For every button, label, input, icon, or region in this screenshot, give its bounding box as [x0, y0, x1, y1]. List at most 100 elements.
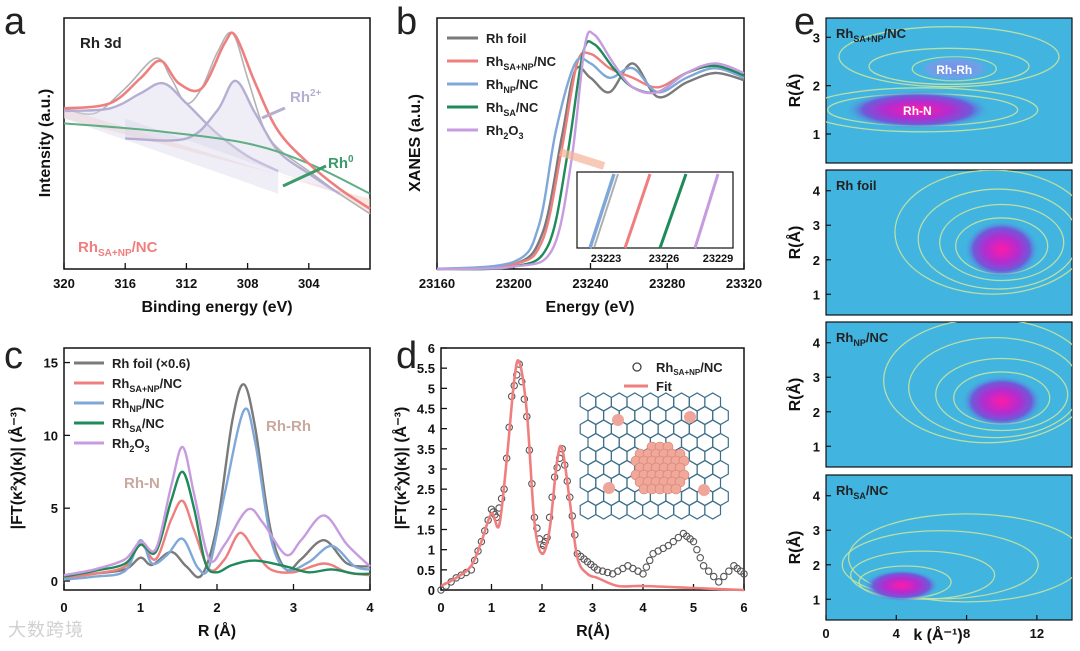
- x-tick-label-c: 1: [137, 600, 144, 615]
- data-point-d: [642, 563, 651, 571]
- data-point-d: [740, 570, 748, 578]
- x-tick-label-e: 4: [893, 626, 901, 641]
- legend-d-marker-data: [632, 362, 642, 372]
- y-tick-label-e: 3: [813, 370, 820, 385]
- x-tick-label-b: 23200: [496, 276, 532, 291]
- x-tick-label-a: 308: [237, 276, 259, 291]
- series-line-b: [436, 56, 745, 271]
- y-tick-label-d: 3: [428, 462, 435, 477]
- graphene-hex: [626, 500, 644, 520]
- contour-peak: [961, 375, 1042, 428]
- map-title: RhNP/NC: [836, 330, 889, 348]
- y-tick-label-d: 1.5: [417, 523, 435, 538]
- inset-line-green: [658, 173, 688, 249]
- x-label-e: k (Å⁻¹): [913, 625, 962, 644]
- data-point-d: [669, 537, 678, 546]
- inset-frame: [576, 171, 734, 249]
- x-label-a: Binding energy (eV): [141, 299, 292, 316]
- y-label-e: R(Å): [785, 378, 804, 412]
- watermark: 大数跨境: [8, 620, 84, 640]
- contour-line: [894, 170, 1072, 295]
- data-point-d: [512, 371, 521, 379]
- y-tick-label-e: 1: [813, 287, 820, 302]
- series-line-c: [63, 445, 371, 577]
- annotation-rh-rh: Rh-Rh: [266, 418, 311, 435]
- x-label-c: R (Å): [198, 621, 236, 640]
- legend-b-entry: Rh2O3: [486, 123, 524, 141]
- map-frame: [825, 474, 1073, 621]
- annotation-rh0-main: Rh: [328, 155, 348, 172]
- inset-tick-1: 23223: [591, 253, 622, 265]
- series-line-a: [63, 31, 371, 215]
- panel-a: a 320 316 312 308 304 Binding energy (eV) In…: [4, 1, 371, 316]
- single-atom: [612, 414, 624, 426]
- y-tick-label-d: 0.5: [417, 563, 435, 578]
- x-tick-label-a: 304: [298, 276, 320, 291]
- contour-peak: [916, 55, 992, 82]
- legend-b-entry: RhSA/NC: [486, 100, 539, 118]
- wavelet-map: 1 2 3 4 R(Å) RhNP/NC: [785, 321, 1073, 468]
- y-tick-label-e: 3: [813, 523, 820, 538]
- legend-c-entry: Rh2O3: [112, 436, 150, 454]
- panel-letter-c: c: [4, 335, 23, 377]
- inset-line-red: [623, 173, 652, 249]
- x-tick-label-b: 23160: [419, 276, 455, 291]
- background-fill-a: [64, 108, 370, 214]
- inset-tick-2: 23226: [649, 253, 680, 265]
- series-line-c: [63, 407, 371, 581]
- peak-fill-a: [64, 83, 279, 194]
- x-tick-label-b: 23240: [572, 276, 608, 291]
- data-point-d: [533, 524, 541, 532]
- panel-c: c 0 1 2 3 4 0 5 10 15 R (Å) |FT(κ²χ)(κ)| (Å⁻³) R…: [4, 335, 374, 640]
- y-tick-label-e: 4: [813, 489, 821, 504]
- data-point-d: [593, 566, 602, 574]
- y-tick-label-d: 5: [428, 381, 435, 396]
- y-tick-label-e: 1: [813, 127, 820, 142]
- axis-ticks-c: 0 1 2 3 4 0 5 10 15: [44, 356, 375, 615]
- x-tick-label-d: 1: [488, 600, 495, 615]
- cluster-atom: [670, 483, 682, 495]
- panel-letter-b: b: [396, 1, 417, 43]
- data-point-d: [674, 533, 683, 542]
- graphene-hex: [641, 500, 659, 520]
- inset-line-blue: [588, 173, 616, 249]
- data-point-d: [704, 567, 713, 575]
- y-label-a: Intensity (a.u.): [37, 89, 54, 197]
- data-point-d: [664, 541, 672, 550]
- contour-line: [868, 47, 1030, 85]
- y-tick-label-d: 2.5: [417, 482, 435, 497]
- y-label-d: |FT(κ²χ)(κ)| (Å⁻³): [391, 407, 410, 530]
- fit-line-d: [440, 359, 745, 592]
- plot-frame-d: [440, 347, 745, 591]
- y-tick-label-c: 5: [51, 501, 58, 516]
- x-tick-label-a: 320: [53, 276, 75, 291]
- contour-line: [939, 203, 1065, 282]
- legend-c: Rh foil (×0.6) RhSA+NP/NC RhNP/NC RhSA/NC Rh…: [74, 356, 190, 454]
- x-ticks-e: 0 4 8 12: [822, 626, 1044, 641]
- series-line-b: [436, 62, 745, 271]
- legend-d-data-main: Rh: [656, 360, 673, 375]
- y-label-c: |FT(κ²χ)(κ)| (Å⁻³): [7, 407, 26, 530]
- contour-line: [883, 322, 1072, 444]
- data-point-d: [639, 570, 647, 578]
- legend-b-entry: RhNP/NC: [486, 77, 539, 95]
- sample-label-a-sub: SA+NP: [98, 248, 132, 259]
- y-tick-label-d: 1: [428, 543, 435, 558]
- annotation-rh0-sup: 0: [348, 154, 354, 165]
- contour-peak: [844, 90, 990, 130]
- data-point-d: [693, 545, 701, 554]
- graphene-hex: [579, 500, 597, 520]
- plot-frame-c: [63, 347, 371, 591]
- x-tick-label-b: 23280: [649, 276, 685, 291]
- data-point-d: [689, 537, 698, 546]
- sample-label-a: RhSA+NP/NC: [78, 239, 158, 259]
- legend-c-entry: RhSA/NC: [112, 416, 165, 434]
- series-line-c: [63, 383, 371, 580]
- data-point-d: [720, 572, 728, 581]
- x-tick-label-e: 8: [963, 626, 970, 641]
- plot-area-c: [63, 383, 371, 581]
- x-tick-label-d: 2: [538, 600, 545, 615]
- y-tick-label-e: 2: [813, 253, 820, 268]
- x-tick-label-b: 23320: [726, 276, 762, 291]
